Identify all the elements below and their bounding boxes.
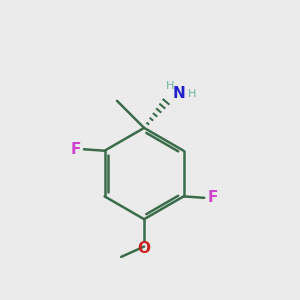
Text: N: N — [173, 86, 185, 101]
Text: H: H — [188, 89, 196, 99]
Text: F: F — [207, 190, 218, 205]
Text: O: O — [138, 241, 151, 256]
Text: H: H — [166, 81, 174, 91]
Text: F: F — [70, 142, 81, 157]
